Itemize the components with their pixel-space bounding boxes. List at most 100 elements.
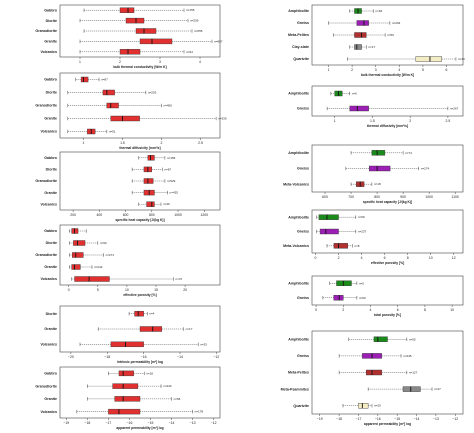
panel-frame (311, 209, 464, 254)
box-row: Gabbro n=155 (44, 7, 195, 13)
category-label: Volcanics (40, 343, 57, 347)
category-label: Diorite (46, 312, 57, 316)
x-axis-label: bulk thermal conductivity [W/m K] (361, 73, 414, 77)
x-tick-label: 1000 (425, 195, 433, 199)
x-axis-label: intrinsic permeability [m²] log (117, 360, 163, 364)
sample-count-label: n=18 (375, 9, 382, 13)
x-tick-label: 600 (123, 213, 129, 217)
x-tick-label: −12 (213, 355, 219, 359)
iqr-box (119, 7, 135, 13)
x-tick-label: 1 (328, 68, 330, 72)
box-row: Granite n=339 (44, 115, 227, 122)
box-row: Volcanics n=46 (40, 201, 170, 207)
x-tick-label: 1000 (174, 213, 182, 217)
x-tick-label: 4 (361, 256, 363, 260)
x-tick-label: −12 (452, 417, 458, 421)
x-tick-label: 6 (446, 68, 448, 72)
x-tick-label: −14 (169, 421, 175, 425)
box-row: Volcanics n=178 (40, 408, 203, 415)
x-tick-label: 4 (398, 68, 400, 72)
panel-6: Gabbro n=18 Granodiorite n=240 Granite n=56 Vo… (35, 366, 221, 430)
x-tick-label: −13 (433, 417, 439, 421)
x-tick-label: 400 (97, 213, 103, 217)
iqr-box (135, 28, 157, 34)
x-tick-label: 3 (375, 68, 377, 72)
box-row: Clay-slate n=17 (292, 44, 375, 50)
x-tick-label: 1 (79, 60, 81, 64)
sample-count-label: n=240 (163, 384, 172, 388)
box-row: Meta-Pelites n=127 (288, 369, 418, 376)
x-tick-label: 1 (334, 119, 336, 123)
category-label: Quartzite (293, 404, 309, 408)
x-tick-label: −19 (63, 421, 69, 425)
x-tick-label: −14 (177, 355, 183, 359)
x-tick-label: 20 (183, 288, 187, 292)
x-axis-label: thermal diffusivity [mm²/s] (119, 146, 160, 150)
category-label: Gabbro (44, 156, 58, 160)
category-label: Volcanics (40, 130, 57, 134)
panel-9: Amphibolite n=74 Gneiss n=274 Meta-Volcanics… (283, 144, 464, 204)
panel-frame (59, 224, 221, 286)
iqr-box (110, 115, 140, 122)
x-tick-label: 8 (407, 256, 409, 260)
sample-count-label: n=274 (421, 167, 430, 171)
x-tick-label: −15 (148, 421, 154, 425)
iqr-box (349, 105, 369, 112)
x-tick-label: 8 (424, 308, 426, 312)
box-row: Gabbro n=87 (44, 76, 108, 83)
x-tick-label: 6 (384, 256, 386, 260)
sample-count-label: n=60 (359, 296, 366, 300)
panel-frame (59, 72, 221, 139)
x-tick-label: 800 (149, 213, 155, 217)
iqr-box (319, 228, 339, 235)
sample-count-label: n=203 (148, 91, 157, 95)
x-tick-label: 700 (348, 195, 354, 199)
sample-count-label: n=18 (146, 371, 153, 375)
x-tick-label: −16 (375, 417, 381, 421)
sample-count-label: n=17 (368, 45, 375, 49)
sample-count-label: n=47 (175, 277, 182, 281)
sample-count-label: n=271 (106, 253, 115, 257)
sample-count-label: n=18 (374, 182, 381, 186)
x-tick-label: −18 (104, 355, 110, 359)
iqr-box (333, 243, 348, 249)
box-row: Granodiorite n=529 (35, 178, 176, 184)
x-axis-label: effective porosity [%] (371, 261, 404, 265)
category-label: Quartzite (293, 57, 309, 61)
iqr-box (73, 240, 86, 246)
iqr-box (125, 17, 145, 24)
iqr-box (119, 49, 141, 55)
box-row: Diorite n=93 (46, 240, 107, 246)
x-tick-label: 15 (154, 288, 158, 292)
panel-frame (311, 275, 464, 306)
category-label: Amphibolite (288, 215, 309, 219)
x-tick-label: 1100 (452, 195, 459, 199)
sample-count-label: n=87 (164, 167, 171, 171)
category-label: Granite (44, 191, 57, 195)
panel-8: Amphibolite n=6 Gneiss n=267 1 1.5 2 2.5 thermal… (288, 85, 464, 128)
iqr-box (147, 155, 155, 161)
category-label: Granite (44, 117, 57, 121)
box-row: Granodiorite n=450 (35, 102, 172, 109)
box-row: Gabbro n=18 (44, 370, 153, 377)
box-row: Amphibolite n=55 (288, 336, 416, 342)
x-tick-label: 5 (97, 288, 99, 292)
sample-count-label: n=56 (174, 397, 181, 401)
box-row: Granite n=242 (44, 264, 103, 270)
box-row: Diorite n=4 (46, 310, 155, 317)
iqr-box (74, 276, 110, 282)
sample-count-label: n=25 (374, 404, 381, 408)
category-label: Granodiorite (35, 384, 57, 388)
box-row: Gneiss n=237 (297, 228, 367, 235)
x-tick-label: 10 (429, 256, 433, 260)
box-row: Amphibolite n=5 (288, 280, 364, 286)
x-tick-label: 2 (342, 308, 344, 312)
panel-frame (311, 85, 464, 117)
x-tick-label: 2 (119, 60, 121, 64)
sample-count-label: n=245 (403, 354, 412, 358)
category-label: Granite (44, 265, 57, 269)
box-row: Granodiorite n=240 (35, 383, 172, 389)
category-label: Gneiss (297, 107, 309, 111)
category-label: Amphibolite (288, 92, 309, 96)
